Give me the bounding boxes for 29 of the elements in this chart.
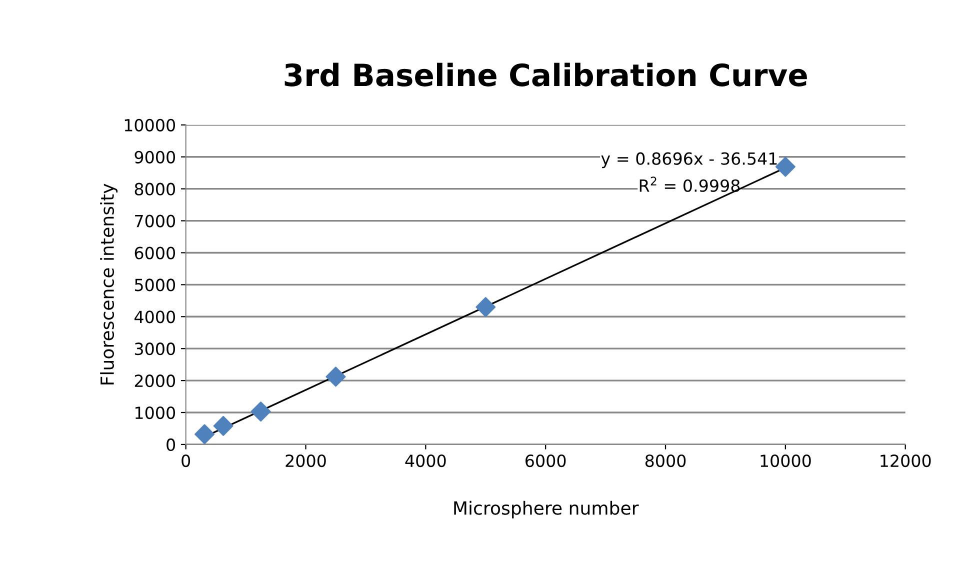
point xyxy=(213,416,234,436)
x-tick-label: 12000 xyxy=(880,454,931,468)
y-tick-label: 5000 xyxy=(134,278,176,292)
y-tick-label: 3000 xyxy=(134,342,176,356)
x-tick-label: 10000 xyxy=(760,454,811,468)
point xyxy=(476,297,496,318)
x-tick-label: 0 xyxy=(182,454,190,468)
chart-title: 3rd Baseline Calibration Curve xyxy=(284,62,807,86)
y-tick-label: 6000 xyxy=(134,246,176,260)
y-tick-label: 9000 xyxy=(134,150,176,164)
y-tick-label: 10000 xyxy=(124,118,176,132)
point xyxy=(250,402,271,422)
y-tick-label: 7000 xyxy=(135,214,176,228)
annotation: y = 0.8696x - 36.541 xyxy=(601,152,777,168)
annotation: R$^{2}$ = 0.9998 xyxy=(640,176,740,192)
x-tick-label: 2000 xyxy=(286,454,326,468)
point xyxy=(326,366,346,387)
point xyxy=(194,424,215,444)
point xyxy=(775,156,796,177)
x-tick-label: 6000 xyxy=(526,454,566,468)
x-axis-title: Microsphere number xyxy=(454,500,639,518)
x-tick-label: 4000 xyxy=(405,454,446,468)
x-tick-label: 8000 xyxy=(645,454,686,468)
y-axis-title: Fluorescence intensity xyxy=(100,184,118,384)
y-tick-label: 8000 xyxy=(134,182,176,196)
y-tick-label: 1000 xyxy=(136,406,176,420)
y-tick-label: 0 xyxy=(166,438,176,452)
y-tick-label: 2000 xyxy=(134,374,176,388)
y-tick-label: 4000 xyxy=(134,310,176,324)
